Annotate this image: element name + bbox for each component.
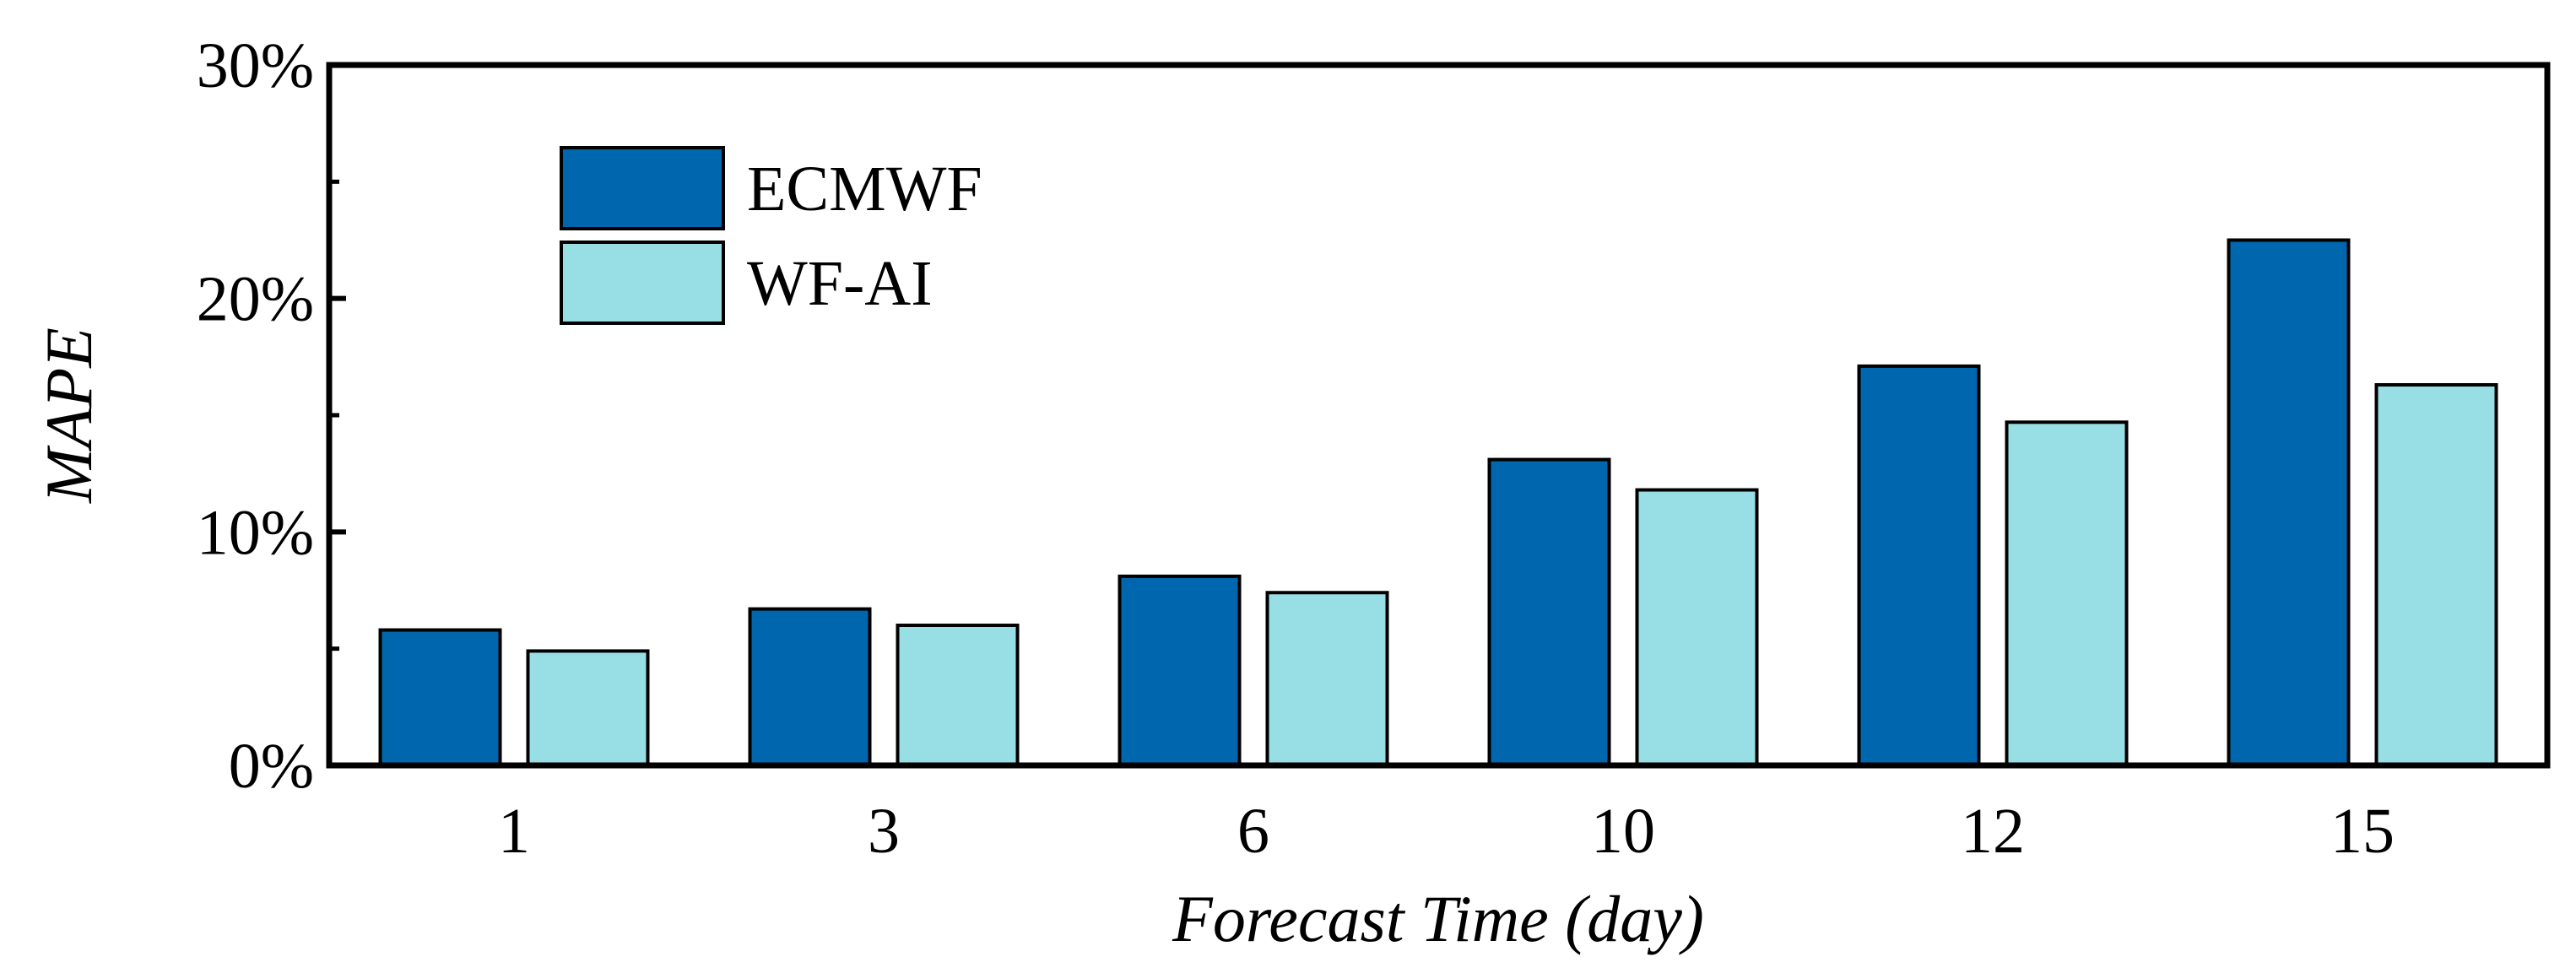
- y-axis-ticks: 0% 10% 20% 30%: [197, 30, 346, 802]
- legend: ECMWF WF-AI: [560, 146, 982, 325]
- bar-ecmwf-day-15: [2227, 238, 2351, 767]
- legend-label: ECMWF: [747, 154, 982, 224]
- bar-wf-ai-day-15: [2374, 383, 2498, 767]
- x-axis-ticks: 1 3 6 10 12 15: [498, 796, 2395, 867]
- y-tick-label: 10%: [197, 497, 314, 568]
- legend-swatch-wf-ai: [560, 241, 725, 325]
- y-tick-label: 20%: [197, 264, 314, 335]
- y-tick-label: 0%: [229, 731, 314, 802]
- bar-wf-ai-day-6: [1265, 591, 1389, 767]
- bar-wf-ai-day-3: [896, 624, 1020, 767]
- bar-wf-ai-day-10: [1635, 488, 1759, 767]
- bar-ecmwf-day-10: [1487, 457, 1611, 767]
- x-tick-label: 6: [1237, 796, 1269, 867]
- legend-swatch-ecmwf: [560, 146, 725, 230]
- x-tick-label: 10: [1591, 796, 1655, 867]
- x-tick-label: 15: [2330, 796, 2395, 867]
- bar-ecmwf-day-12: [1857, 364, 1981, 767]
- x-tick-label: 12: [1961, 796, 2025, 867]
- y-tick-label: 30%: [197, 30, 314, 101]
- x-tick-label: 1: [498, 796, 530, 867]
- legend-label: WF-AI: [747, 248, 933, 319]
- bar-ecmwf-day-1: [378, 628, 502, 767]
- x-axis-title: Forecast Time (day): [1172, 882, 1704, 955]
- bar-ecmwf-day-3: [748, 607, 872, 768]
- bar-wf-ai-day-1: [526, 649, 650, 768]
- bars-layer: [378, 238, 2498, 768]
- x-tick-label: 3: [868, 796, 900, 867]
- y-axis-title: MAPE: [32, 327, 106, 504]
- bar-wf-ai-day-12: [2005, 420, 2129, 767]
- bar-ecmwf-day-6: [1118, 574, 1242, 768]
